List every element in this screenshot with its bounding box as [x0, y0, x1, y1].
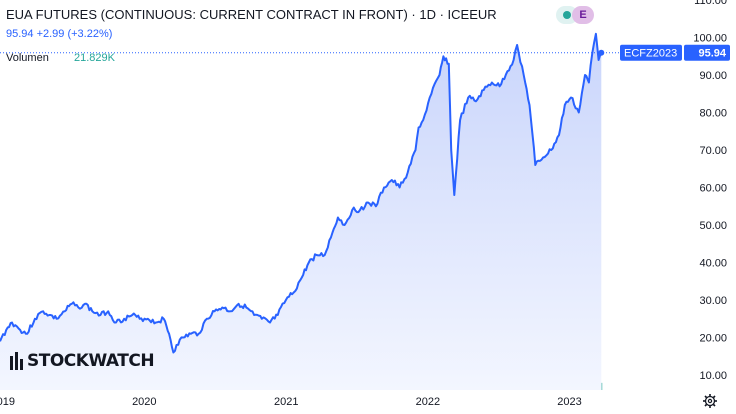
y-tick-label: 30.00 — [699, 295, 727, 307]
earnings-badge[interactable]: E — [572, 6, 594, 24]
last-value-tag-box — [684, 44, 730, 61]
volume-bar — [601, 382, 603, 390]
x-tick-label: 2020 — [132, 396, 156, 408]
y-tick-label: 90.00 — [699, 70, 727, 82]
chart-title: EUA FUTURES (CONTINUOUS: CURRENT CONTRAC… — [6, 7, 497, 22]
y-tick-label: 40.00 — [699, 258, 727, 270]
price-line — [0, 32, 603, 354]
price-tags: ECFZ2023 95.94 — [620, 44, 730, 61]
price-area — [0, 33, 602, 391]
x-axis: 2019 2020 2021 2022 2023 — [0, 396, 582, 408]
symbol-tag-box — [620, 44, 682, 61]
stockwatch-logo: STOCKWATCH — [10, 351, 155, 371]
x-tick-label: 2023 — [557, 396, 581, 408]
last-value-tag: 95.94 — [698, 48, 726, 60]
y-tick-label: 50.00 — [699, 220, 727, 232]
y-axis: 10.00 20.00 30.00 40.00 50.00 60.00 70.00 80.00… — [693, 0, 727, 382]
y-tick-label: 10.00 — [699, 370, 727, 382]
y-tick-label: 110.00 — [694, 0, 727, 7]
y-tick-label: 80.00 — [699, 108, 727, 120]
y-tick-label: 100.00 — [693, 33, 727, 45]
quote-change: 95.94 +2.99 (+3.22%) — [6, 28, 113, 40]
x-tick-label: 2019 — [0, 396, 15, 408]
y-tick-label: 60.00 — [699, 183, 727, 195]
x-tick-label: 2022 — [416, 396, 440, 408]
x-tick-label: 2021 — [274, 396, 298, 408]
y-tick-label: 70.00 — [699, 145, 727, 157]
y-tick-label: 20.00 — [699, 333, 727, 345]
symbol-tag: ECFZ2023 — [624, 48, 677, 60]
settings-gear-icon[interactable] — [703, 394, 717, 408]
volume-label: Volumen — [6, 52, 49, 64]
logo-text: STOCKWATCH — [27, 351, 155, 371]
last-price-dot — [598, 49, 605, 56]
volume-value: 21.829K — [74, 52, 115, 64]
logo-bars-icon — [10, 352, 23, 370]
